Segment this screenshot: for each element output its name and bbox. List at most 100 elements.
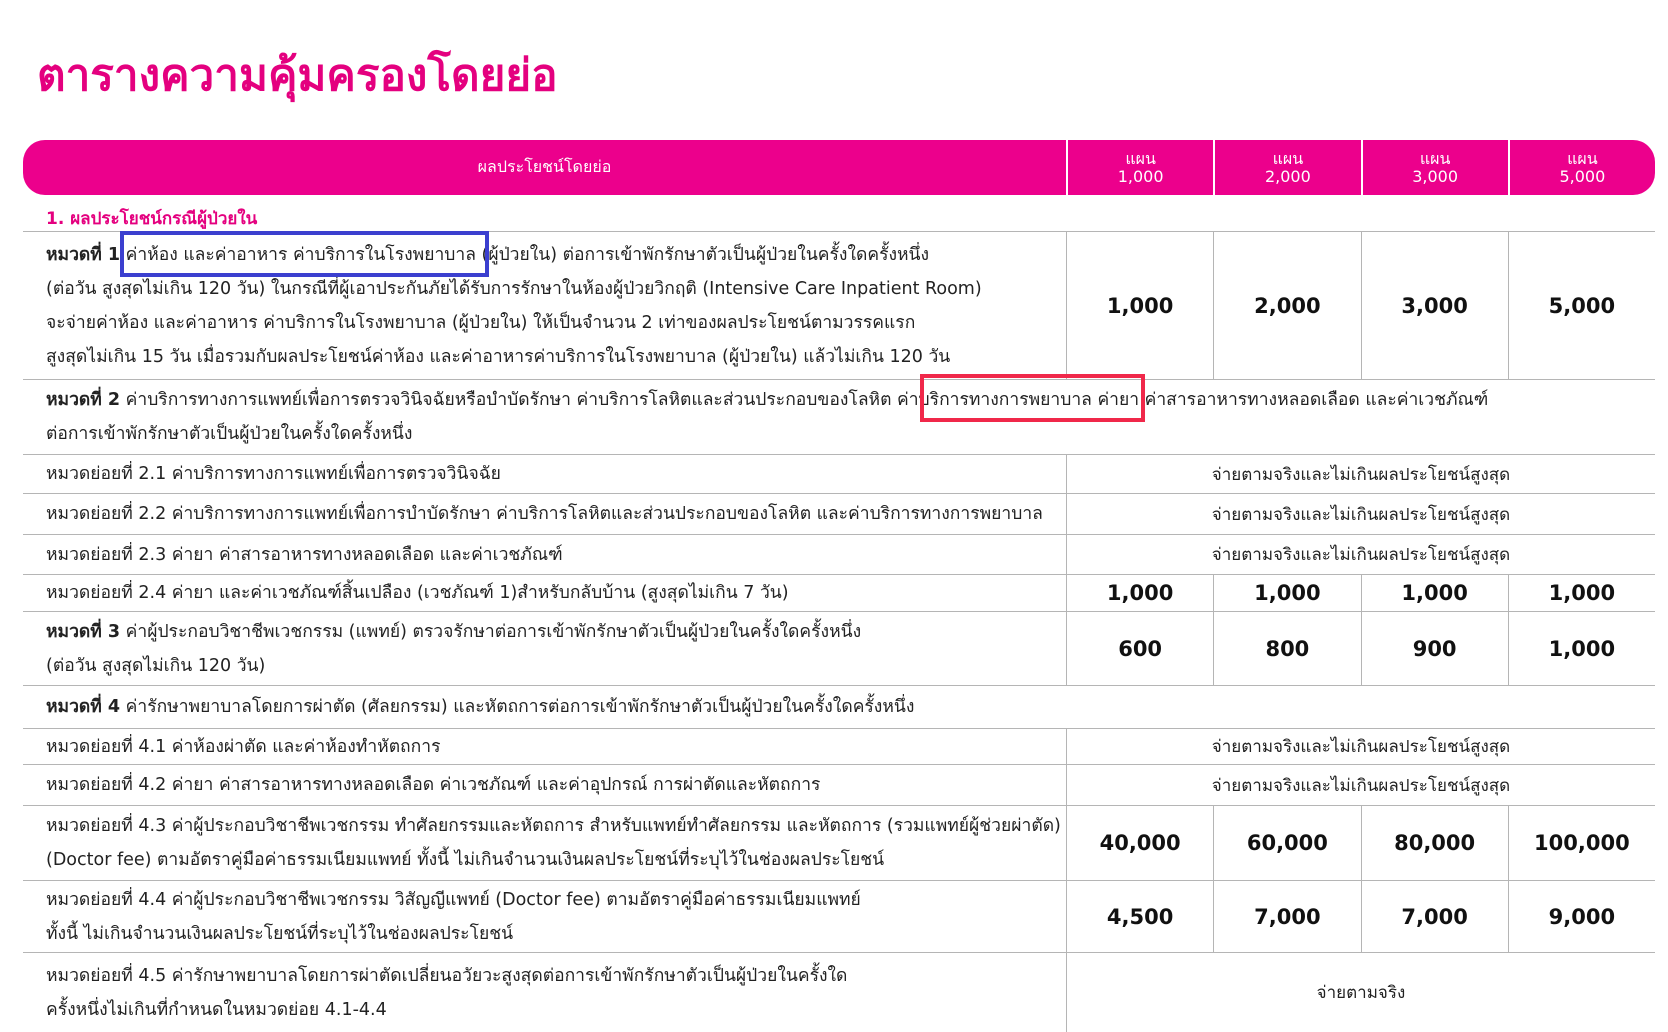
description-line: (ต่อวัน สูงสุดไม่เกิน 120 วัน) ในกรณีที่… xyxy=(46,272,1066,306)
description-line: สูงสุดไม่เกิน 15 วัน เมื่อรวมกับผลประโยช… xyxy=(46,340,1066,374)
plan-value-cell: 800 xyxy=(1213,612,1360,685)
description-line: ทั้งนี้ ไม่เกินจำนวนเงินผลประโยชน์ที่ระบ… xyxy=(46,917,1066,951)
description-line: ต่อการเข้าพักรักษาตัวเป็นผู้ป่วยในครั้งใ… xyxy=(46,417,1655,451)
description-line: (ต่อวัน สูงสุดไม่เกิน 120 วัน) xyxy=(46,649,1066,683)
description-line: (Doctor fee) ตามอัตราคู่มือค่าธรรมเนียมแ… xyxy=(46,843,1066,877)
table-row: หมวดย่อยที่ 2.4 ค่ายา และค่าเวชภัณฑ์สิ้น… xyxy=(23,574,1655,611)
description-line: หมวดที่ 1 ค่าห้อง และค่าอาหาร ค่าบริการใ… xyxy=(46,238,1066,272)
description-text: (Doctor fee) ตามอัตราคู่มือค่าธรรมเนียมแ… xyxy=(46,850,885,870)
plan-value-cell: 1,000 xyxy=(1066,575,1213,611)
category-label: หมวดที่ 4 xyxy=(46,697,121,717)
category-label: หมวดที่ 3 xyxy=(46,621,121,642)
plan-amount: 5,000 xyxy=(1559,166,1606,186)
table-row: หมวดย่อยที่ 4.2 ค่ายา ค่าสารอาหารทางหลอด… xyxy=(23,764,1655,805)
description-line: หมวดย่อยที่ 2.4 ค่ายา และค่าเวชภัณฑ์สิ้น… xyxy=(46,576,1066,610)
highlight-box-blue xyxy=(120,231,489,277)
description-text: ค่าผู้ประกอบวิชาชีพเวชกรรม (แพทย์) ตรวจร… xyxy=(125,621,862,642)
description-line: หมวดที่ 2 ค่าบริการทางการแพทย์เพื่อการตร… xyxy=(46,383,1655,417)
row-description: หมวดที่ 4 ค่ารักษาพยาบาลโดยการผ่าตัด (ศั… xyxy=(23,686,1655,728)
row-description: หมวดที่ 1 ค่าห้อง และค่าอาหาร ค่าบริการใ… xyxy=(23,232,1066,379)
merged-value-cell: จ่ายตามจริงและไม่เกินผลประโยชน์สูงสุด xyxy=(1066,535,1655,574)
table-row: หมวดย่อยที่ 2.2 ค่าบริการทางการแพทย์เพื่… xyxy=(23,493,1655,534)
description-text: ค่าบริการทางการแพทย์เพื่อการตรวจวินิจฉัย… xyxy=(125,390,1489,410)
description-text: ต่อการเข้าพักรักษาตัวเป็นผู้ป่วยในครั้งใ… xyxy=(46,424,413,444)
description-line: หมวดย่อยที่ 4.5 ค่ารักษาพยาบาลโดยการผ่าต… xyxy=(46,959,1066,993)
plan-prefix: แผน xyxy=(1419,148,1451,168)
table-row: หมวดย่อยที่ 2.3 ค่ายา ค่าสารอาหารทางหลอด… xyxy=(23,534,1655,574)
plan-value-cell: 80,000 xyxy=(1360,806,1508,880)
row-description: หมวดย่อยที่ 4.2 ค่ายา ค่าสารอาหารทางหลอด… xyxy=(23,765,1066,805)
table-row: หมวดที่ 3 ค่าผู้ประกอบวิชาชีพเวชกรรม (แพ… xyxy=(23,611,1655,685)
merged-value-cell: จ่ายตามจริงและไม่เกินผลประโยชน์สูงสุด xyxy=(1066,494,1655,534)
row-description: หมวดย่อยที่ 2.2 ค่าบริการทางการแพทย์เพื่… xyxy=(23,494,1066,534)
description-line: จะจ่ายค่าห้อง และค่าอาหาร ค่าบริการในโรง… xyxy=(46,306,1066,340)
description-line: หมวดย่อยที่ 2.2 ค่าบริการทางการแพทย์เพื่… xyxy=(46,497,1066,531)
plan-amount: 1,000 xyxy=(1117,166,1164,186)
row-description: หมวดย่อยที่ 4.3 ค่าผู้ประกอบวิชาชีพเวชกร… xyxy=(23,806,1066,880)
row-description: หมวดย่อยที่ 2.3 ค่ายา ค่าสารอาหารทางหลอด… xyxy=(23,535,1066,574)
description-text: หมวดย่อยที่ 2.2 ค่าบริการทางการแพทย์เพื่… xyxy=(46,504,1043,524)
highlight-box-red xyxy=(920,374,1145,422)
plan-value-cell: 900 xyxy=(1360,612,1508,685)
plan-value-cell: 2,000 xyxy=(1213,232,1360,379)
description-text: ทั้งนี้ ไม่เกินจำนวนเงินผลประโยชน์ที่ระบ… xyxy=(46,923,514,944)
description-text: หมวดย่อยที่ 4.4 ค่าผู้ประกอบวิชาชีพเวชกร… xyxy=(46,889,861,910)
description-text: หมวดย่อยที่ 4.3 ค่าผู้ประกอบวิชาชีพเวชกร… xyxy=(46,816,1061,836)
description-line: หมวดย่อยที่ 4.4 ค่าผู้ประกอบวิชาชีพเวชกร… xyxy=(46,883,1066,917)
description-line: หมวดย่อยที่ 2.3 ค่ายา ค่าสารอาหารทางหลอด… xyxy=(46,538,1066,572)
plan-prefix: แผน xyxy=(1567,148,1598,168)
plan-value-cell: 100,000 xyxy=(1507,806,1655,880)
plan-value-cell: 60,000 xyxy=(1213,806,1360,880)
table-row: หมวดย่อยที่ 4.4 ค่าผู้ประกอบวิชาชีพเวชกร… xyxy=(23,880,1655,952)
merged-value-cell: จ่ายตามจริงและไม่เกินผลประโยชน์สูงสุด xyxy=(1066,765,1655,805)
plan-value-cell: 1,000 xyxy=(1066,232,1213,379)
description-line: หมวดย่อยที่ 4.1 ค่าห้องผ่าตัด และค่าห้อง… xyxy=(46,730,1066,764)
description-text: (ต่อวัน สูงสุดไม่เกิน 120 วัน) xyxy=(46,655,266,676)
plan-value-cell: 4,500 xyxy=(1066,881,1213,952)
plan-value-cell: 9,000 xyxy=(1507,881,1655,952)
plan-value-cell: 7,000 xyxy=(1360,881,1508,952)
description-text: (ต่อวัน สูงสุดไม่เกิน 120 วัน) ในกรณีที่… xyxy=(46,278,982,299)
description-text: ค่าห้อง และค่าอาหาร ค่าบริการในโรงพยาบาล… xyxy=(125,244,930,265)
table-row: หมวดที่ 2 ค่าบริการทางการแพทย์เพื่อการตร… xyxy=(23,379,1655,454)
table-row: หมวดย่อยที่ 2.1 ค่าบริการทางการแพทย์เพื่… xyxy=(23,454,1655,493)
category-label: หมวดที่ 2 xyxy=(46,390,121,410)
description-text: ค่ารักษาพยาบาลโดยการผ่าตัด (ศัลยกรรม) แล… xyxy=(125,697,915,717)
row-description: หมวดที่ 2 ค่าบริการทางการแพทย์เพื่อการตร… xyxy=(23,380,1655,454)
benefit-column-header: ผลประโยชน์โดยย่อ xyxy=(477,157,612,176)
plan-value-cell: 1,000 xyxy=(1507,612,1655,685)
description-line: หมวดที่ 4 ค่ารักษาพยาบาลโดยการผ่าตัด (ศั… xyxy=(46,690,1655,724)
plan-column-header: แผน 2,000 xyxy=(1213,140,1360,195)
plan-column-header: แผน 1,000 xyxy=(1066,140,1213,195)
plan-value-cell: 3,000 xyxy=(1360,232,1508,379)
merged-value-cell: จ่ายตามจริงและไม่เกินผลประโยชน์สูงสุด xyxy=(1066,455,1655,493)
description-line: หมวดย่อยที่ 2.1 ค่าบริการทางการแพทย์เพื่… xyxy=(46,457,1066,491)
description-text: หมวดย่อยที่ 4.5 ค่ารักษาพยาบาลโดยการผ่าต… xyxy=(46,965,848,986)
category-label: หมวดที่ 1 xyxy=(46,244,121,265)
description-text: หมวดย่อยที่ 2.3 ค่ายา ค่าสารอาหารทางหลอด… xyxy=(46,544,563,565)
description-text: หมวดย่อยที่ 2.4 ค่ายา และค่าเวชภัณฑ์สิ้น… xyxy=(46,583,789,603)
page-title: ตารางความคุ้มครองโดยย่อ xyxy=(37,50,558,101)
row-description: หมวดย่อยที่ 4.5 ค่ารักษาพยาบาลโดยการผ่าต… xyxy=(23,953,1066,1032)
table-row: หมวดย่อยที่ 4.3 ค่าผู้ประกอบวิชาชีพเวชกร… xyxy=(23,805,1655,880)
plan-value-cell: 1,000 xyxy=(1213,575,1360,611)
table-row: หมวดย่อยที่ 4.5 ค่ารักษาพยาบาลโดยการผ่าต… xyxy=(23,952,1655,1032)
description-line: หมวดย่อยที่ 4.3 ค่าผู้ประกอบวิชาชีพเวชกร… xyxy=(46,809,1066,843)
plan-value-cell: 40,000 xyxy=(1066,806,1213,880)
row-description: หมวดย่อยที่ 2.4 ค่ายา และค่าเวชภัณฑ์สิ้น… xyxy=(23,575,1066,611)
plan-value-cell: 1,000 xyxy=(1360,575,1508,611)
merged-value-cell: จ่ายตามจริงและไม่เกินผลประโยชน์สูงสุด xyxy=(1066,729,1655,764)
description-text: จะจ่ายค่าห้อง และค่าอาหาร ค่าบริการในโรง… xyxy=(46,312,916,333)
row-description: หมวดที่ 3 ค่าผู้ประกอบวิชาชีพเวชกรรม (แพ… xyxy=(23,612,1066,685)
description-text: หมวดย่อยที่ 4.1 ค่าห้องผ่าตัด และค่าห้อง… xyxy=(46,736,441,757)
plan-prefix: แผน xyxy=(1125,148,1156,168)
table-row: หมวดย่อยที่ 4.1 ค่าห้องผ่าตัด และค่าห้อง… xyxy=(23,728,1655,764)
section-label: 1. ผลประโยชน์กรณีผู้ป่วยใน xyxy=(46,209,258,229)
description-line: ครั้งหนึ่งไม่เกินที่กำหนดในหมวดย่อย 4.1-… xyxy=(46,993,1066,1027)
description-text: ครั้งหนึ่งไม่เกินที่กำหนดในหมวดย่อย 4.1-… xyxy=(46,999,387,1020)
description-text: หมวดย่อยที่ 2.1 ค่าบริการทางการแพทย์เพื่… xyxy=(46,464,501,484)
description-text: หมวดย่อยที่ 4.2 ค่ายา ค่าสารอาหารทางหลอด… xyxy=(46,775,821,795)
row-description: หมวดย่อยที่ 2.1 ค่าบริการทางการแพทย์เพื่… xyxy=(23,455,1066,493)
description-text: สูงสุดไม่เกิน 15 วัน เมื่อรวมกับผลประโยช… xyxy=(46,346,951,367)
plan-amount: 2,000 xyxy=(1264,166,1311,186)
